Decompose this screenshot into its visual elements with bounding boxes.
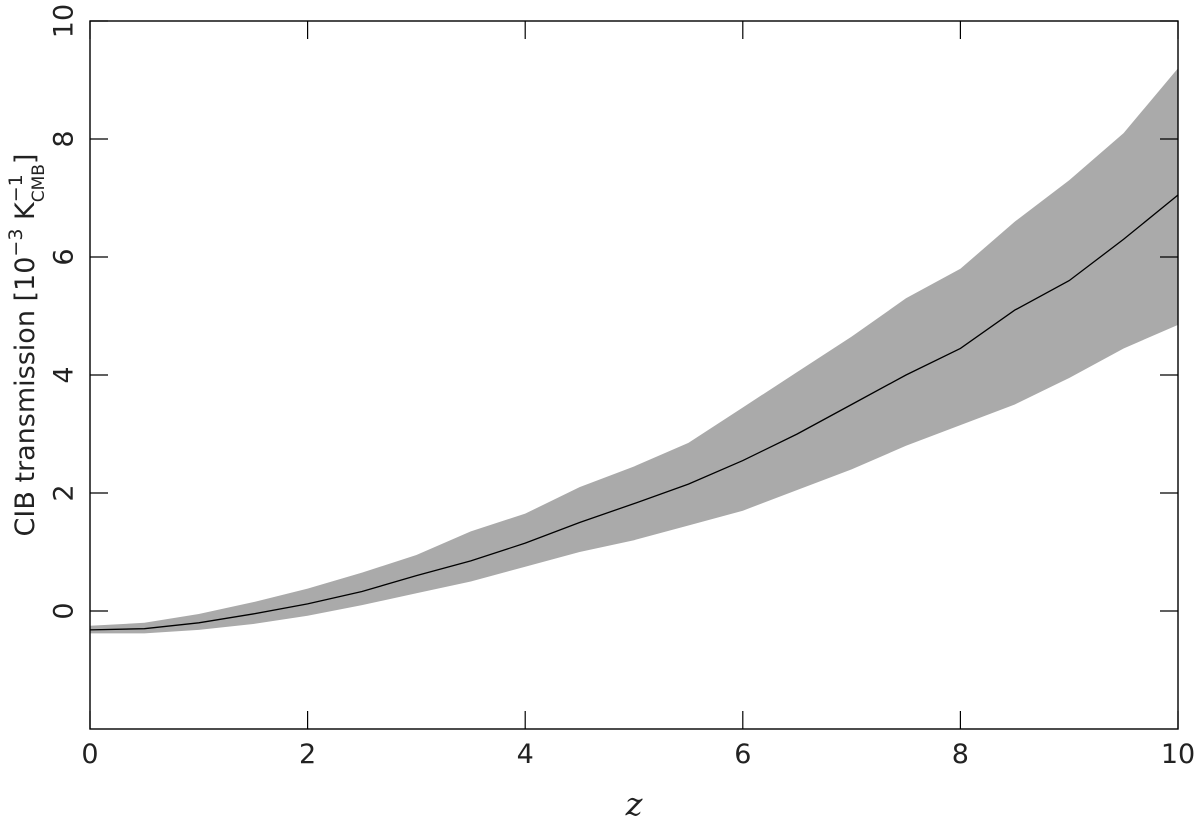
y-tick-label: 2 bbox=[49, 484, 80, 501]
y-axis-label: CIB transmission [10−3 K−1 CMB] bbox=[5, 154, 49, 537]
y-axis-label-part: K bbox=[10, 201, 41, 229]
y-tick-label: 4 bbox=[49, 366, 80, 383]
y-axis-label-part: −1 bbox=[5, 174, 27, 202]
x-axis-label: z bbox=[625, 785, 644, 820]
y-axis-label-part: CMB bbox=[29, 164, 49, 202]
x-tick-label: 4 bbox=[517, 739, 534, 770]
uncertainty-band bbox=[90, 68, 1178, 634]
y-tick-label: 8 bbox=[49, 130, 80, 147]
y-tick-label: 6 bbox=[49, 248, 80, 265]
y-axis-label-part: ] bbox=[10, 154, 41, 165]
x-tick-label: 6 bbox=[734, 739, 751, 770]
x-tick-label: 0 bbox=[81, 739, 98, 770]
y-tick-label: 0 bbox=[49, 602, 80, 619]
y-axis-label-part: CIB transmission [10 bbox=[10, 257, 41, 537]
x-tick-label: 10 bbox=[1161, 739, 1195, 770]
x-tick-label: 2 bbox=[299, 739, 316, 770]
mean-line bbox=[89, 194, 1179, 631]
y-axis-label-part: −3 bbox=[5, 229, 27, 257]
x-tick-label: 8 bbox=[952, 739, 969, 770]
y-tick-label: 10 bbox=[49, 4, 80, 38]
